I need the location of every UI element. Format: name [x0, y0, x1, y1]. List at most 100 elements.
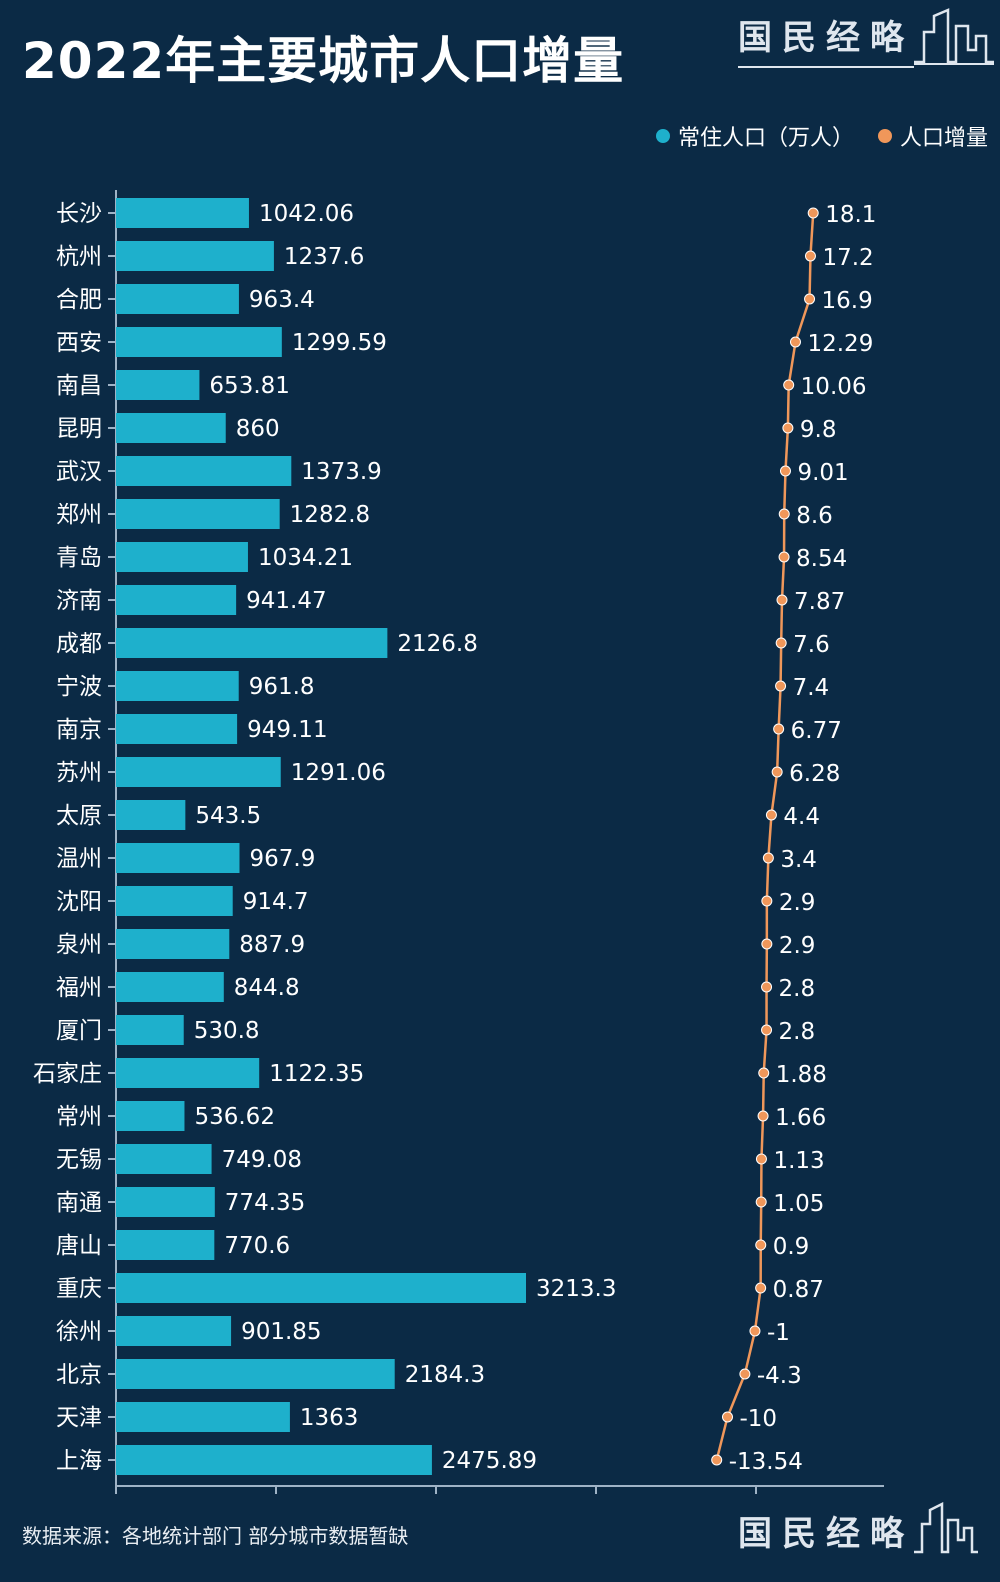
- bar: [116, 1273, 526, 1303]
- bar-value-label: 887.9: [239, 932, 305, 958]
- increase-point: [762, 852, 774, 864]
- bar: [116, 327, 282, 357]
- bar-value-label: 1373.9: [301, 459, 381, 485]
- bar-value-label: 1363: [300, 1405, 359, 1431]
- category-label: 武汉: [56, 459, 102, 485]
- bar: [116, 929, 230, 959]
- increase-value-label: 1.66: [775, 1105, 826, 1131]
- increase-value-label: 2.9: [779, 890, 816, 916]
- category-label: 昆明: [56, 416, 102, 442]
- legend-item-increase[interactable]: 人口增量: [877, 120, 988, 152]
- bar-value-label: 1034.21: [258, 545, 353, 571]
- bar: [116, 843, 240, 873]
- increase-point: [761, 1024, 773, 1036]
- category-label: 重庆: [56, 1276, 102, 1302]
- increase-point: [761, 938, 773, 950]
- bar: [116, 671, 239, 701]
- bar-value-label: 653.81: [209, 373, 289, 399]
- bar-value-label: 914.7: [243, 889, 309, 915]
- increase-point: [749, 1325, 761, 1337]
- bar: [116, 241, 274, 271]
- increase-value-label: 16.9: [822, 288, 873, 314]
- bar-value-label: 1282.8: [290, 502, 370, 528]
- increase-value-label: 8.6: [796, 503, 833, 529]
- increase-point: [804, 293, 816, 305]
- legend-label-increase: 人口增量: [899, 126, 988, 151]
- category-label: 杭州: [56, 244, 102, 270]
- increase-value-label: 2.8: [779, 1019, 816, 1045]
- increase-value-label: 18.1: [825, 202, 876, 228]
- category-label: 济南: [56, 588, 102, 614]
- increase-point: [783, 379, 795, 391]
- increase-point: [758, 1067, 770, 1079]
- increase-point: [755, 1282, 767, 1294]
- bar-value-label: 543.5: [195, 803, 261, 829]
- brand-name-bottom: 国民经略: [738, 1514, 914, 1554]
- bar-value-label: 530.8: [194, 1018, 260, 1044]
- increase-point: [804, 250, 816, 262]
- increase-value-label: 7.4: [793, 675, 830, 701]
- increase-value-label: 6.77: [791, 718, 842, 744]
- bar-value-label: 941.47: [246, 588, 326, 614]
- category-label: 石家庄: [33, 1061, 102, 1087]
- bar: [116, 370, 200, 400]
- bar-value-label: 1042.06: [259, 201, 354, 227]
- increase-point: [789, 336, 801, 348]
- increase-point: [757, 1110, 769, 1122]
- brand-name: 国民经略: [738, 16, 914, 68]
- increase-point: [771, 766, 783, 778]
- increase-value-label: 10.06: [801, 374, 867, 400]
- increase-value-label: 1.88: [776, 1062, 827, 1088]
- increase-value-label: 3.4: [780, 847, 817, 873]
- increase-point: [761, 981, 773, 993]
- bar-value-label: 2126.8: [397, 631, 477, 657]
- bar-value-label: 774.35: [225, 1190, 305, 1216]
- category-label: 上海: [56, 1448, 102, 1474]
- bar: [116, 1445, 432, 1475]
- source-note: 数据来源：各地统计部门 部分城市数据暂缺: [22, 1524, 409, 1548]
- increase-value-label: 9.8: [800, 417, 837, 443]
- bar-value-label: 2184.3: [405, 1362, 485, 1388]
- category-label: 成都: [56, 631, 102, 657]
- bar-value-label: 901.85: [241, 1319, 321, 1345]
- increase-value-label: 6.28: [789, 761, 840, 787]
- bar-value-label: 3213.3: [536, 1276, 616, 1302]
- category-label: 太原: [56, 803, 102, 829]
- bar: [116, 886, 233, 916]
- category-label: 南昌: [56, 373, 102, 399]
- category-label: 常州: [56, 1104, 102, 1130]
- increase-point: [782, 422, 794, 434]
- bar: [116, 714, 238, 744]
- legend-dot-population: [655, 129, 670, 143]
- legend-dot-increase: [877, 129, 892, 143]
- category-label: 郑州: [56, 502, 102, 528]
- bar-value-label: 844.8: [234, 975, 300, 1001]
- bar-value-label: 2475.89: [442, 1448, 537, 1474]
- bar-value-label: 1299.59: [292, 330, 387, 356]
- category-label: 苏州: [56, 760, 102, 786]
- bar-value-label: 536.62: [194, 1104, 274, 1130]
- category-label: 沈阳: [56, 889, 102, 915]
- bar-value-label: 1237.6: [284, 244, 364, 270]
- increase-point: [775, 637, 787, 649]
- category-label: 泉州: [56, 932, 102, 958]
- bar-value-label: 963.4: [249, 287, 315, 313]
- category-label: 天津: [56, 1405, 102, 1431]
- increase-value-label: -1: [767, 1320, 790, 1346]
- skyline-icon: [914, 8, 994, 65]
- bar-value-label: 949.11: [247, 717, 327, 743]
- bar-value-label: 860: [236, 416, 280, 442]
- category-label: 西安: [56, 330, 102, 356]
- increase-value-label: 7.6: [793, 632, 830, 658]
- increase-value-label: 0.87: [773, 1277, 824, 1303]
- increase-value-label: 17.2: [822, 245, 873, 271]
- increase-value-label: 12.29: [807, 331, 873, 357]
- bar: [116, 413, 226, 443]
- increase-point: [775, 680, 787, 692]
- legend-item-population[interactable]: 常住人口（万人）: [655, 120, 854, 152]
- bar: [116, 1187, 215, 1217]
- bar-value-label: 770.6: [224, 1233, 290, 1259]
- increase-line: [715, 212, 815, 1461]
- increase-value-label: 1.05: [773, 1191, 824, 1217]
